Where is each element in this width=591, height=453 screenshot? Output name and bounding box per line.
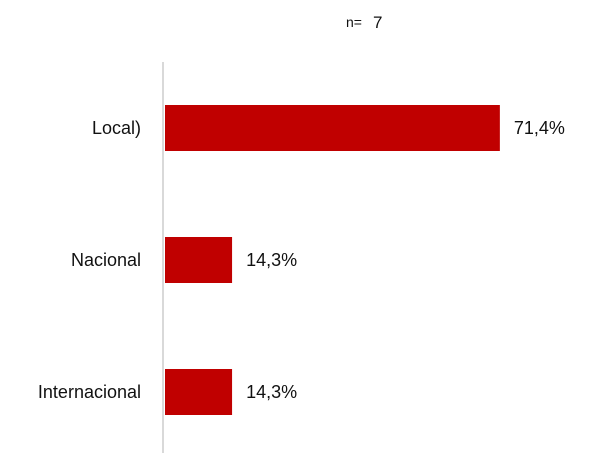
bar-2 [165,369,233,415]
value-labels-group: 71,4% 14,3% 14,3% [246,118,565,402]
value-label-2: 14,3% [246,382,297,402]
sample-size-value: 7 [373,13,382,32]
value-label-1: 14,3% [246,250,297,270]
category-label-1: Nacional [71,250,141,270]
chart-title-area: n= 7 [346,13,382,32]
value-label-0: 71,4% [514,118,565,138]
bar-0 [165,105,500,151]
category-labels-group: Local) Nacional Internacional [38,118,141,402]
bars-group [165,105,500,415]
category-label-2: Internacional [38,382,141,402]
bar-1 [165,237,233,283]
sample-size-prefix: n= [346,14,362,30]
category-label-0: Local) [92,118,141,138]
